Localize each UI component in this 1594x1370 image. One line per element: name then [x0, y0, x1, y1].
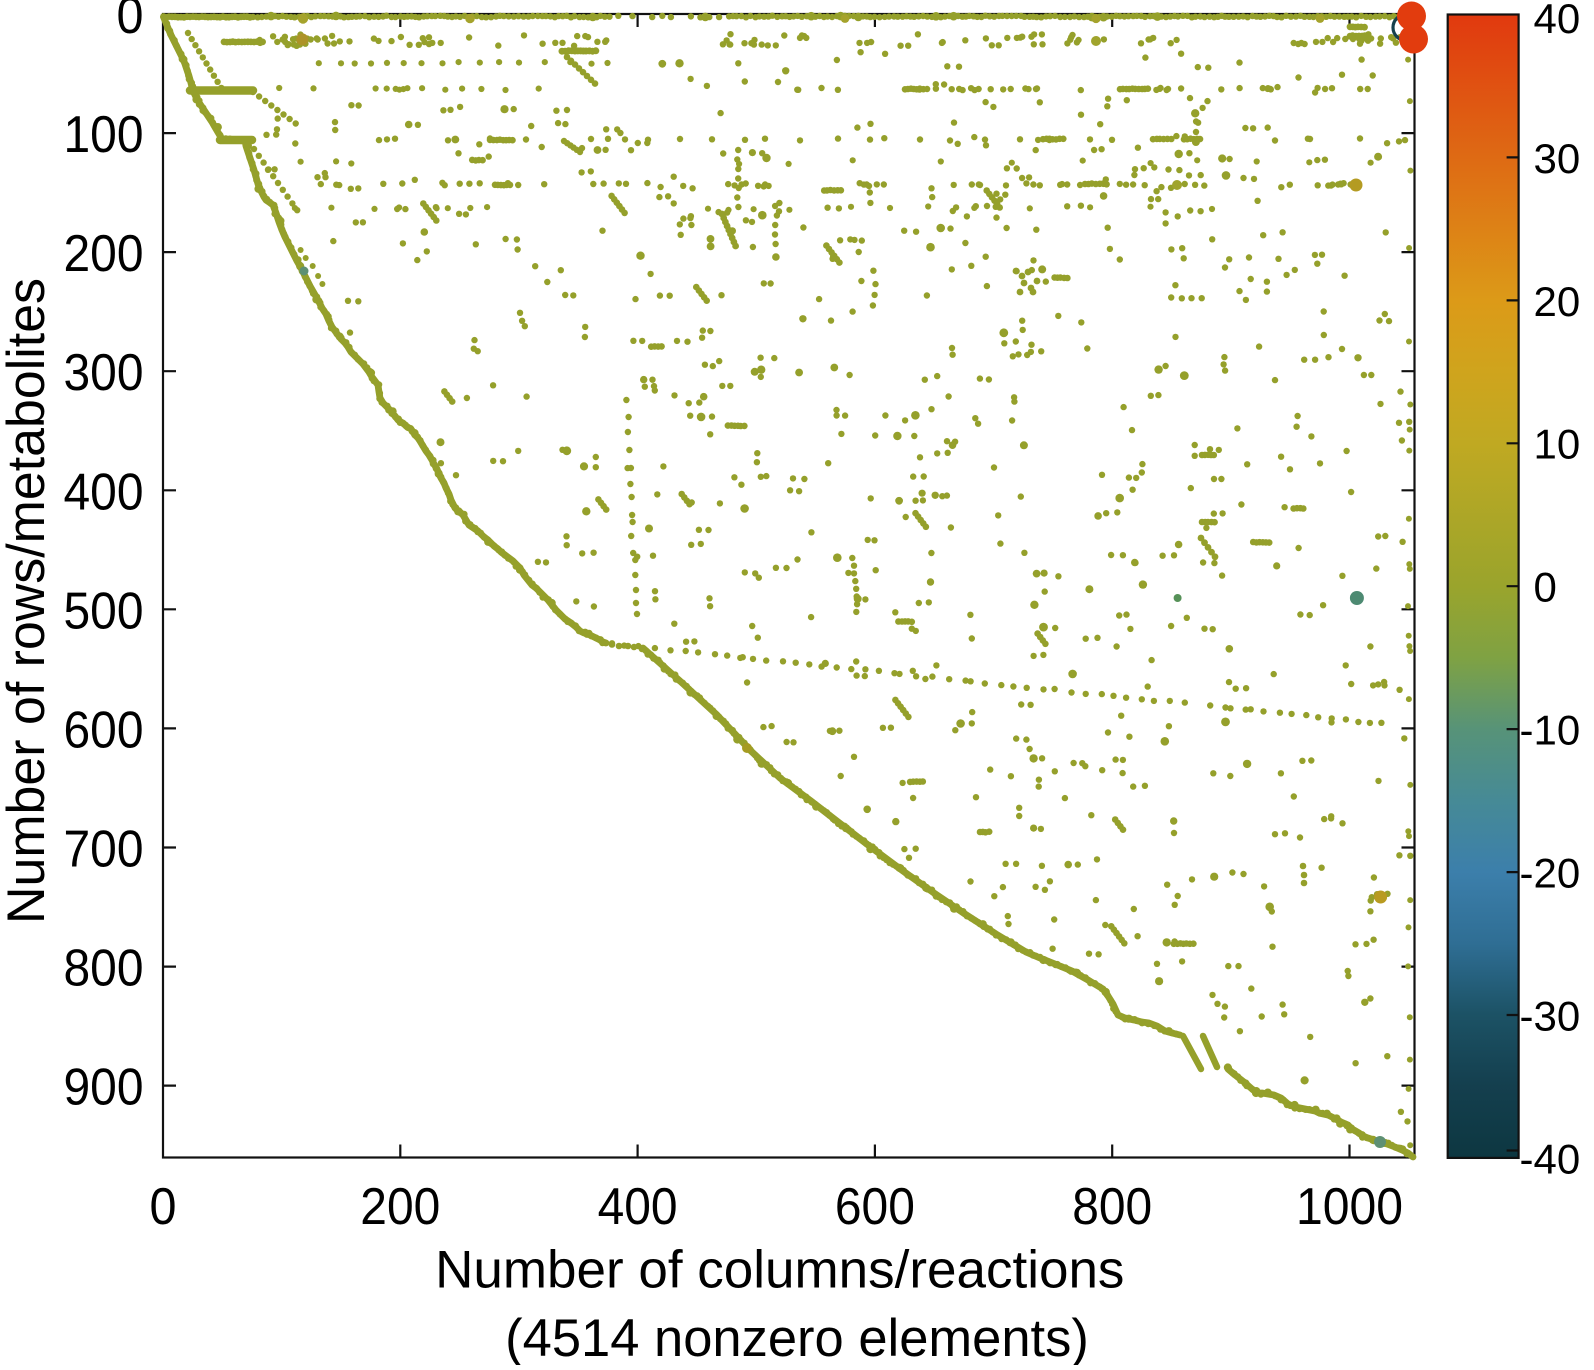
- svg-text:30: 30: [1534, 135, 1581, 182]
- svg-text:500: 500: [64, 582, 144, 640]
- svg-text:600: 600: [835, 1178, 915, 1236]
- svg-text:-40: -40: [1520, 1135, 1581, 1182]
- svg-text:20: 20: [1534, 278, 1581, 325]
- svg-text:0: 0: [150, 1178, 177, 1236]
- svg-text:300: 300: [64, 344, 144, 402]
- svg-text:600: 600: [64, 701, 144, 759]
- svg-text:800: 800: [64, 940, 144, 998]
- svg-text:1000: 1000: [1296, 1178, 1403, 1236]
- svg-text:400: 400: [598, 1178, 678, 1236]
- svg-text:800: 800: [1072, 1178, 1152, 1236]
- svg-text:700: 700: [64, 821, 144, 879]
- svg-text:-30: -30: [1520, 992, 1581, 1039]
- svg-text:400: 400: [64, 463, 144, 521]
- svg-text:-20: -20: [1520, 850, 1581, 897]
- svg-text:-10: -10: [1520, 707, 1581, 754]
- svg-text:200: 200: [360, 1178, 440, 1236]
- svg-text:0: 0: [117, 0, 144, 45]
- svg-text:200: 200: [64, 225, 144, 283]
- svg-text:(4514 nonzero elements): (4514 nonzero elements): [505, 1309, 1089, 1365]
- svg-text:10: 10: [1534, 421, 1581, 468]
- svg-text:0: 0: [1534, 564, 1557, 611]
- svg-text:Number of rows/metabolites: Number of rows/metabolites: [0, 278, 56, 924]
- svg-text:40: 40: [1534, 0, 1581, 42]
- svg-text:100: 100: [64, 106, 144, 164]
- svg-text:Number of columns/reactions: Number of columns/reactions: [435, 1241, 1124, 1300]
- svg-text:900: 900: [64, 1059, 144, 1117]
